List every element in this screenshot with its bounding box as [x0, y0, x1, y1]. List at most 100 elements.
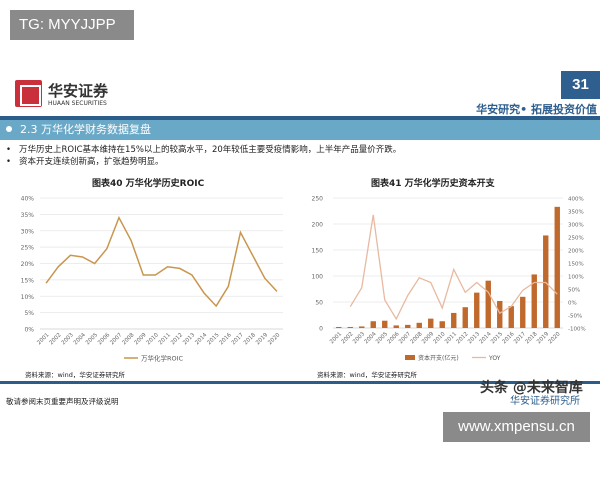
y-tick-label: 15% [21, 277, 35, 284]
bullet-icon [6, 126, 12, 132]
x-tick-label: 2002 [341, 331, 355, 345]
y-tick-label: 25% [21, 245, 35, 252]
x-tick-label: 2010 [146, 332, 160, 346]
y-tick-label-right: 200% [568, 249, 584, 255]
source-note-right: 资料来源：wind，华安证券研究所 [317, 371, 417, 379]
capex-bar [416, 322, 422, 328]
capex-bar [359, 326, 365, 328]
capex-bar [543, 235, 549, 328]
y-tick-label: 35% [21, 212, 35, 219]
x-tick-label: 2001 [36, 332, 50, 346]
legend-label: YOY [488, 355, 501, 362]
y-tick-label-right: 50% [568, 288, 580, 294]
y-tick-label-right: -50% [568, 314, 582, 320]
footer-divider [0, 381, 600, 384]
y-tick-label: 20% [21, 261, 35, 268]
x-tick-label: 2015 [206, 332, 220, 346]
x-tick-label: 2002 [48, 332, 62, 346]
chart-title-capex: 图表41 万华化学历史资本开支 [371, 179, 495, 189]
legend-label: 万华化学ROIC [141, 354, 184, 363]
capex-bar [520, 296, 526, 328]
y-tick-label-right: -100% [568, 327, 586, 333]
capex-bar [370, 321, 376, 328]
x-tick-label: 2014 [194, 332, 208, 346]
y-tick-label-left: 50 [315, 300, 323, 307]
x-tick-label: 2007 [109, 332, 123, 346]
x-tick-label: 2008 [121, 332, 135, 346]
x-tick-label: 2011 [444, 331, 458, 345]
section-header: 2.3 万华化学财务数据复盘 [0, 120, 600, 140]
roic-line [45, 215, 278, 308]
capex-bar [336, 326, 342, 328]
y-tick-label: 5% [24, 310, 34, 317]
y-tick-label-right: 100% [568, 275, 584, 281]
x-tick-label: 2012 [456, 331, 470, 345]
x-tick-label: 2001 [329, 331, 343, 345]
capex-bar [382, 320, 388, 328]
capex-bar [554, 206, 560, 328]
x-tick-label: 2019 [255, 332, 269, 346]
capex-bar [485, 280, 491, 328]
y-tick-label-right: 0% [568, 301, 577, 307]
y-tick-label-left: 250 [312, 196, 324, 203]
x-tick-label: 2012 [170, 332, 184, 346]
tag-label: TG: MYYJJPP [10, 10, 134, 40]
x-tick-label: 2020 [548, 331, 562, 345]
capex-bar [405, 324, 411, 328]
source-note-left: 资料来源：wind，华安证券研究所 [25, 371, 125, 379]
x-tick-label: 2004 [73, 332, 87, 346]
capex-bar [508, 306, 514, 328]
logo-icon [15, 80, 42, 107]
x-tick-label: 2009 [134, 332, 148, 346]
chart-title-roic: 图表40 万华化学历史ROIC [92, 179, 205, 189]
section-title: 2.3 万华化学财务数据复盘 [20, 123, 151, 136]
brand-name: 华安证券 [48, 82, 109, 100]
yoy-line [349, 214, 558, 321]
page-number: 31 [561, 71, 600, 99]
x-tick-label: 2013 [182, 332, 196, 346]
x-tick-label: 2017 [231, 332, 245, 346]
x-tick-label: 2018 [243, 332, 257, 346]
capex-bar [347, 326, 353, 328]
y-tick-label-right: 250% [568, 236, 584, 242]
y-tick-label: 40% [21, 196, 35, 203]
y-tick-label-right: 150% [568, 262, 584, 268]
y-tick-label-right: 300% [568, 223, 584, 229]
divider [0, 116, 600, 120]
brand-name-en: HUAAN SECURITIES [48, 100, 107, 107]
capex-bar [474, 292, 480, 328]
watermark-line2: 华安证券研究所 [510, 396, 580, 407]
x-tick-label: 2016 [219, 332, 233, 346]
x-tick-label: 2005 [85, 332, 99, 346]
y-tick-label-left: 150 [312, 248, 324, 255]
capex-bar [462, 307, 468, 328]
bullet-list: 万华历史上ROIC基本维持在15%以上的较高水平，20年较低主要受疫情影响，上半… [6, 144, 401, 168]
y-tick-label-left: 100 [312, 274, 324, 281]
capex-bar [451, 312, 457, 328]
legend-swatch-bar [405, 355, 415, 360]
disclaimer: 敬请参阅末页重要声明及评级说明 [6, 397, 119, 406]
legend-label: 资本开支(亿元) [418, 354, 459, 362]
x-tick-label: 2011 [158, 332, 172, 346]
capex-bar [439, 321, 445, 328]
y-tick-label-right: 350% [568, 210, 584, 216]
y-tick-label-left: 200 [312, 222, 324, 229]
x-tick-label: 2003 [61, 332, 75, 346]
y-tick-label: 10% [21, 294, 35, 301]
x-tick-label: 2006 [97, 332, 111, 346]
capex-bar [428, 318, 434, 328]
bullet-item: 资本开支连续创新高，扩张趋势明显。 [6, 156, 401, 168]
y-tick-label: 0% [24, 327, 34, 334]
watermark-line1: 头条 @未来智库 [480, 380, 583, 396]
capex-bar [531, 274, 537, 328]
y-tick-label-right: 400% [568, 197, 584, 203]
x-tick-label: 2020 [267, 332, 281, 346]
y-tick-label-left: 0 [319, 326, 323, 333]
url-label: www.xmpensu.cn [443, 412, 590, 442]
capex-bar [393, 325, 399, 328]
slogan: 华安研究• 拓展投资价值 [476, 103, 597, 116]
y-tick-label: 30% [21, 228, 35, 235]
capex-bar [497, 300, 503, 328]
bullet-item: 万华历史上ROIC基本维持在15%以上的较高水平，20年较低主要受疫情影响，上半… [6, 144, 401, 156]
